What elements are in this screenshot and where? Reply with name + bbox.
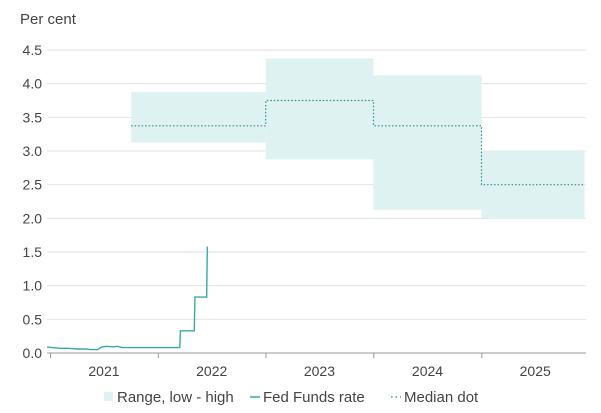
legend-label: Range, low - high bbox=[117, 389, 234, 406]
range-band bbox=[373, 75, 482, 210]
y-tick-label: 1.0 bbox=[23, 278, 43, 294]
y-tick-label: 4.5 bbox=[23, 42, 43, 58]
y-tick-label: 0.0 bbox=[23, 345, 43, 361]
median-dot-line bbox=[131, 99, 585, 186]
range-bands bbox=[131, 58, 585, 219]
y-tick-label: 1.5 bbox=[23, 244, 43, 260]
y-tick-label: 3.0 bbox=[23, 143, 43, 159]
x-tick-label: 2025 bbox=[520, 363, 551, 379]
y-tick-label: 0.5 bbox=[23, 311, 43, 327]
y-tick-label: 2.0 bbox=[23, 210, 43, 226]
x-axis: 2021 2022 2023 2024 2025 bbox=[47, 352, 586, 379]
y-axis-label: Per cent bbox=[20, 11, 77, 28]
range-band bbox=[131, 92, 266, 143]
y-tick-label: 3.5 bbox=[23, 109, 43, 125]
median-lines bbox=[131, 99, 585, 186]
x-tick-label: 2023 bbox=[304, 363, 335, 379]
x-tick-label: 2021 bbox=[88, 363, 119, 379]
range-band bbox=[265, 58, 374, 160]
y-tick-label: 2.5 bbox=[23, 177, 43, 193]
fed-funds-rate-line bbox=[46, 246, 208, 351]
fed-funds-line bbox=[46, 246, 208, 351]
legend-label: Median dot bbox=[404, 389, 479, 406]
legend-label: Fed Funds rate bbox=[263, 389, 365, 406]
y-ticks: 0.0 0.5 1.0 1.5 2.0 2.5 3.0 3.5 4.0 4.5 bbox=[23, 42, 43, 361]
x-tick-label: 2024 bbox=[412, 363, 443, 379]
x-tick-label: 2022 bbox=[196, 363, 227, 379]
legend: Range, low - high Fed Funds rate Median do… bbox=[104, 389, 479, 406]
y-tick-label: 4.0 bbox=[23, 76, 43, 92]
legend-band-swatch bbox=[104, 392, 113, 401]
